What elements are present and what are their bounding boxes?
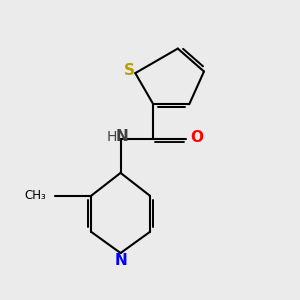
Text: H: H: [106, 130, 117, 144]
Text: N: N: [114, 253, 127, 268]
Text: O: O: [190, 130, 203, 146]
Text: S: S: [124, 63, 135, 78]
Text: N: N: [116, 129, 129, 144]
Text: CH₃: CH₃: [24, 189, 46, 202]
